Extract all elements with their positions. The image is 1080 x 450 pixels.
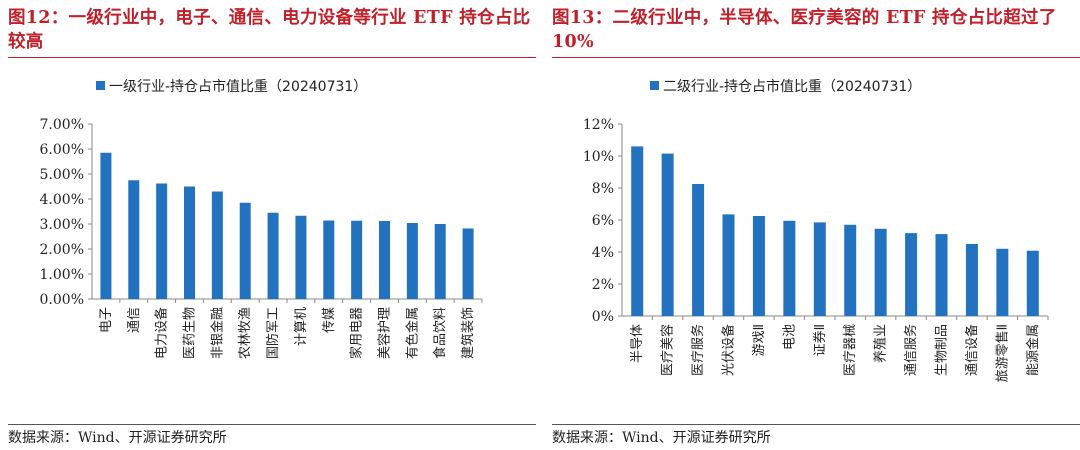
- right-y-tick-label: 4%: [592, 245, 614, 261]
- left-title-divider: [8, 57, 536, 58]
- right-bar: [996, 248, 1009, 316]
- left-bar: [351, 220, 363, 299]
- right-legend-swatch: [650, 81, 659, 90]
- right-bar-chart: 12% 10% 8% 6% 4% 2% 0% 半导体 医疗美容 医疗服务 光伏设备 游戏Ⅱ 电池 证券Ⅱ 医…: [583, 117, 1049, 382]
- left-legend-swatch: [96, 81, 105, 90]
- right-category-label: 半导体: [630, 324, 645, 363]
- left-bar: [184, 186, 195, 299]
- left-bar-chart: 7.00% 6.00% 5.00% 4.00% 3.00% 2.00% 1.00% 0.00%…: [40, 117, 483, 359]
- left-category-label: 非银金融: [209, 307, 225, 359]
- right-bar: [813, 222, 826, 316]
- left-bar: [434, 224, 446, 299]
- left-figure-title: 图12：一级行业中，电子、通信、电力设备等行业 ETF 持仓占比较高: [8, 8, 531, 52]
- right-category-label: 电池: [782, 324, 797, 350]
- left-bar: [100, 152, 112, 299]
- right-title-divider: [552, 57, 1080, 58]
- left-category-label: 美容护理: [377, 307, 393, 359]
- right-category-label: 医疗美容: [660, 324, 676, 376]
- right-y-tick-label: 6%: [592, 213, 614, 229]
- left-y-tick-label: 6.00%: [40, 142, 84, 158]
- left-bar: [295, 215, 307, 299]
- left-y-tick-label: 2.00%: [40, 242, 84, 258]
- right-y-tick-label: 12%: [583, 117, 614, 133]
- left-y-tick-label: 0.00%: [40, 292, 84, 308]
- right-category-label: 证券Ⅱ: [812, 324, 828, 356]
- right-y-tick-label: 8%: [592, 181, 614, 197]
- left-bar: [267, 212, 279, 299]
- left-source-divider: [8, 424, 536, 425]
- right-bar: [631, 146, 644, 316]
- right-y-tick-label: 10%: [583, 149, 614, 165]
- left-y-tick-label: 5.00%: [40, 167, 84, 183]
- right-source-divider: [552, 424, 1080, 425]
- left-category-label: 计算机: [294, 307, 309, 346]
- right-bar: [844, 224, 857, 316]
- right-category-label: 旅游零售Ⅱ: [994, 324, 1010, 382]
- right-category-label: 生物制品: [935, 324, 950, 376]
- right-category-label: 光伏设备: [721, 324, 737, 376]
- right-category-label: 医疗器械: [843, 324, 858, 376]
- right-bar: [965, 244, 978, 316]
- left-bar: [323, 220, 335, 299]
- left-category-label: 电力设备: [154, 307, 170, 359]
- left-bar: [156, 183, 168, 299]
- left-category-label: 医药生物: [183, 307, 198, 359]
- left-bar: [211, 191, 223, 299]
- left-chart-panel: 图12：一级行业中，电子、通信、电力设备等行业 ETF 持仓占比较高 一级行业-…: [8, 0, 536, 450]
- left-legend: 一级行业-持仓占市值比重（20240731）: [96, 76, 367, 96]
- left-legend-label: 一级行业-持仓占市值比重（20240731）: [109, 79, 368, 95]
- right-y-tick-label: 0%: [592, 309, 614, 325]
- left-category-label: 有色金属: [404, 307, 420, 359]
- right-legend-label: 二级行业-持仓占市值比重（20240731）: [663, 79, 922, 95]
- right-category-label: 游戏Ⅱ: [752, 324, 767, 356]
- right-bar: [692, 184, 705, 316]
- left-category-label: 家用电器: [349, 307, 365, 359]
- left-bar: [462, 228, 474, 299]
- right-category-label: 医疗服务: [690, 324, 706, 376]
- right-category-label: 通信设备: [964, 324, 980, 376]
- left-category-label: 农林牧渔: [238, 307, 253, 359]
- left-category-label: 电子: [99, 307, 114, 333]
- left-y-tick-label: 1.00%: [40, 267, 84, 283]
- right-category-label: 养殖业: [873, 324, 889, 363]
- left-bar: [379, 221, 390, 299]
- left-source-note: 数据来源：Wind、开源证券研究所: [8, 430, 227, 446]
- right-bar: [661, 153, 674, 316]
- left-category-label: 传媒: [322, 307, 337, 333]
- right-bar: [1026, 250, 1039, 316]
- left-y-tick-label: 4.00%: [40, 192, 84, 208]
- right-bar: [752, 216, 765, 316]
- left-category-label: 食品饮料: [432, 307, 448, 359]
- right-bar: [874, 228, 887, 316]
- right-figure-title: 图13：二级行业中，半导体、医疗美容的 ETF 持仓占比超过了 10%: [552, 8, 1057, 52]
- left-category-label: 建筑装饰: [460, 307, 476, 359]
- right-category-label: 通信服务: [903, 324, 919, 376]
- right-legend: 二级行业-持仓占市值比重（20240731）: [650, 76, 921, 96]
- left-category-label: 国防军工: [265, 307, 281, 359]
- right-bar: [783, 220, 796, 316]
- right-bar: [722, 214, 735, 316]
- right-y-tick-label: 2%: [592, 277, 614, 293]
- right-category-label: 能源金属: [1025, 324, 1041, 376]
- left-bar: [406, 223, 418, 299]
- right-bar: [935, 234, 948, 316]
- left-bar: [239, 202, 251, 299]
- right-source-note: 数据来源：Wind、开源证券研究所: [552, 430, 771, 446]
- left-bar: [128, 180, 140, 299]
- left-category-label: 通信: [127, 307, 142, 333]
- left-y-tick-label: 7.00%: [40, 117, 84, 133]
- right-chart-panel: 图13：二级行业中，半导体、医疗美容的 ETF 持仓占比超过了 10% 二级行业…: [552, 0, 1080, 450]
- left-y-tick-label: 3.00%: [40, 217, 84, 233]
- right-bar: [905, 233, 918, 316]
